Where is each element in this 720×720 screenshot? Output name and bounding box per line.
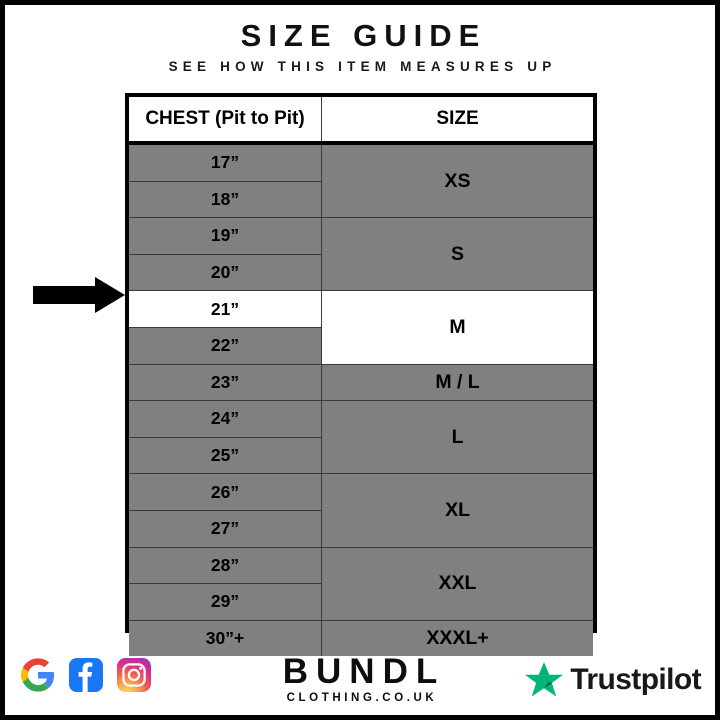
cell-chest: 24” <box>129 400 323 438</box>
table-row[interactable]: 20” <box>129 253 593 292</box>
cell-size-highlighted: M <box>321 290 593 365</box>
table-row[interactable]: 26” XL <box>129 473 593 548</box>
table-row[interactable]: 29” <box>129 583 593 621</box>
table-row[interactable]: 23” M / L <box>129 363 593 402</box>
table-row-highlighted[interactable]: 21” M <box>129 290 593 365</box>
cell-size: L <box>321 400 593 475</box>
cell-chest: 28” <box>129 546 323 585</box>
size-table-body: 17” XS 18” 19” S 20” 21” M 2 <box>129 142 593 657</box>
cell-chest: 23” <box>129 363 323 402</box>
column-header-size: SIZE <box>321 97 593 145</box>
cell-chest: 26” <box>129 473 323 511</box>
page-title: SIZE GUIDE <box>240 18 487 53</box>
cell-size: XXXL+ <box>321 619 593 657</box>
size-table-container: CHEST (Pit to Pit) SIZE 17” XS 18” 19” S… <box>125 93 597 657</box>
cell-size: XXL <box>321 546 593 621</box>
table-row[interactable]: 18” <box>129 180 593 219</box>
trustpilot-name: Trustpilot <box>570 663 701 696</box>
cell-chest: 20” <box>129 253 322 292</box>
cell-chest: 17” <box>129 142 323 182</box>
cell-chest: 22” <box>129 326 322 365</box>
cell-chest: 18” <box>129 180 322 219</box>
table-row[interactable]: 27” <box>129 509 593 548</box>
trustpilot-star-icon <box>525 662 564 697</box>
table-header-row: CHEST (Pit to Pit) SIZE <box>129 97 593 145</box>
size-guide-card: SIZE GUIDE SEE HOW THIS ITEM MEASURES UP… <box>5 5 715 715</box>
table-row[interactable]: 24” L <box>129 400 593 475</box>
instagram-icon[interactable] <box>117 658 151 692</box>
cell-chest: 19” <box>129 217 323 255</box>
facebook-icon[interactable] <box>69 658 103 692</box>
trustpilot-logo[interactable]: Trustpilot <box>524 661 702 699</box>
cell-chest: 29” <box>129 583 322 621</box>
table-row[interactable]: 28” XXL <box>129 546 593 621</box>
cell-size: XS <box>321 142 593 219</box>
page-subtitle: SEE HOW THIS ITEM MEASURES UP <box>168 59 557 74</box>
table-row[interactable]: 17” XS <box>129 142 593 219</box>
cell-chest-highlighted: 21” <box>129 290 323 328</box>
cell-size: XL <box>321 473 593 548</box>
footer: BUNDL CLOTHING.CO.UK Trustpilot <box>5 645 715 715</box>
table-row[interactable]: 19” S <box>129 217 593 292</box>
cell-size: M / L <box>321 363 593 402</box>
cell-chest: 30”+ <box>129 619 323 657</box>
cell-chest: 25” <box>129 436 322 475</box>
table-row[interactable]: 30”+ XXXL+ <box>129 619 593 657</box>
social-links <box>21 658 151 692</box>
table-row[interactable]: 25” <box>129 436 593 475</box>
google-icon[interactable] <box>21 658 55 692</box>
cell-chest: 27” <box>129 509 322 548</box>
cell-size: S <box>321 217 593 292</box>
size-table: CHEST (Pit to Pit) SIZE 17” XS 18” 19” S… <box>129 97 593 657</box>
right-arrow-icon <box>33 277 125 313</box>
column-header-chest: CHEST (Pit to Pit) <box>129 97 323 145</box>
